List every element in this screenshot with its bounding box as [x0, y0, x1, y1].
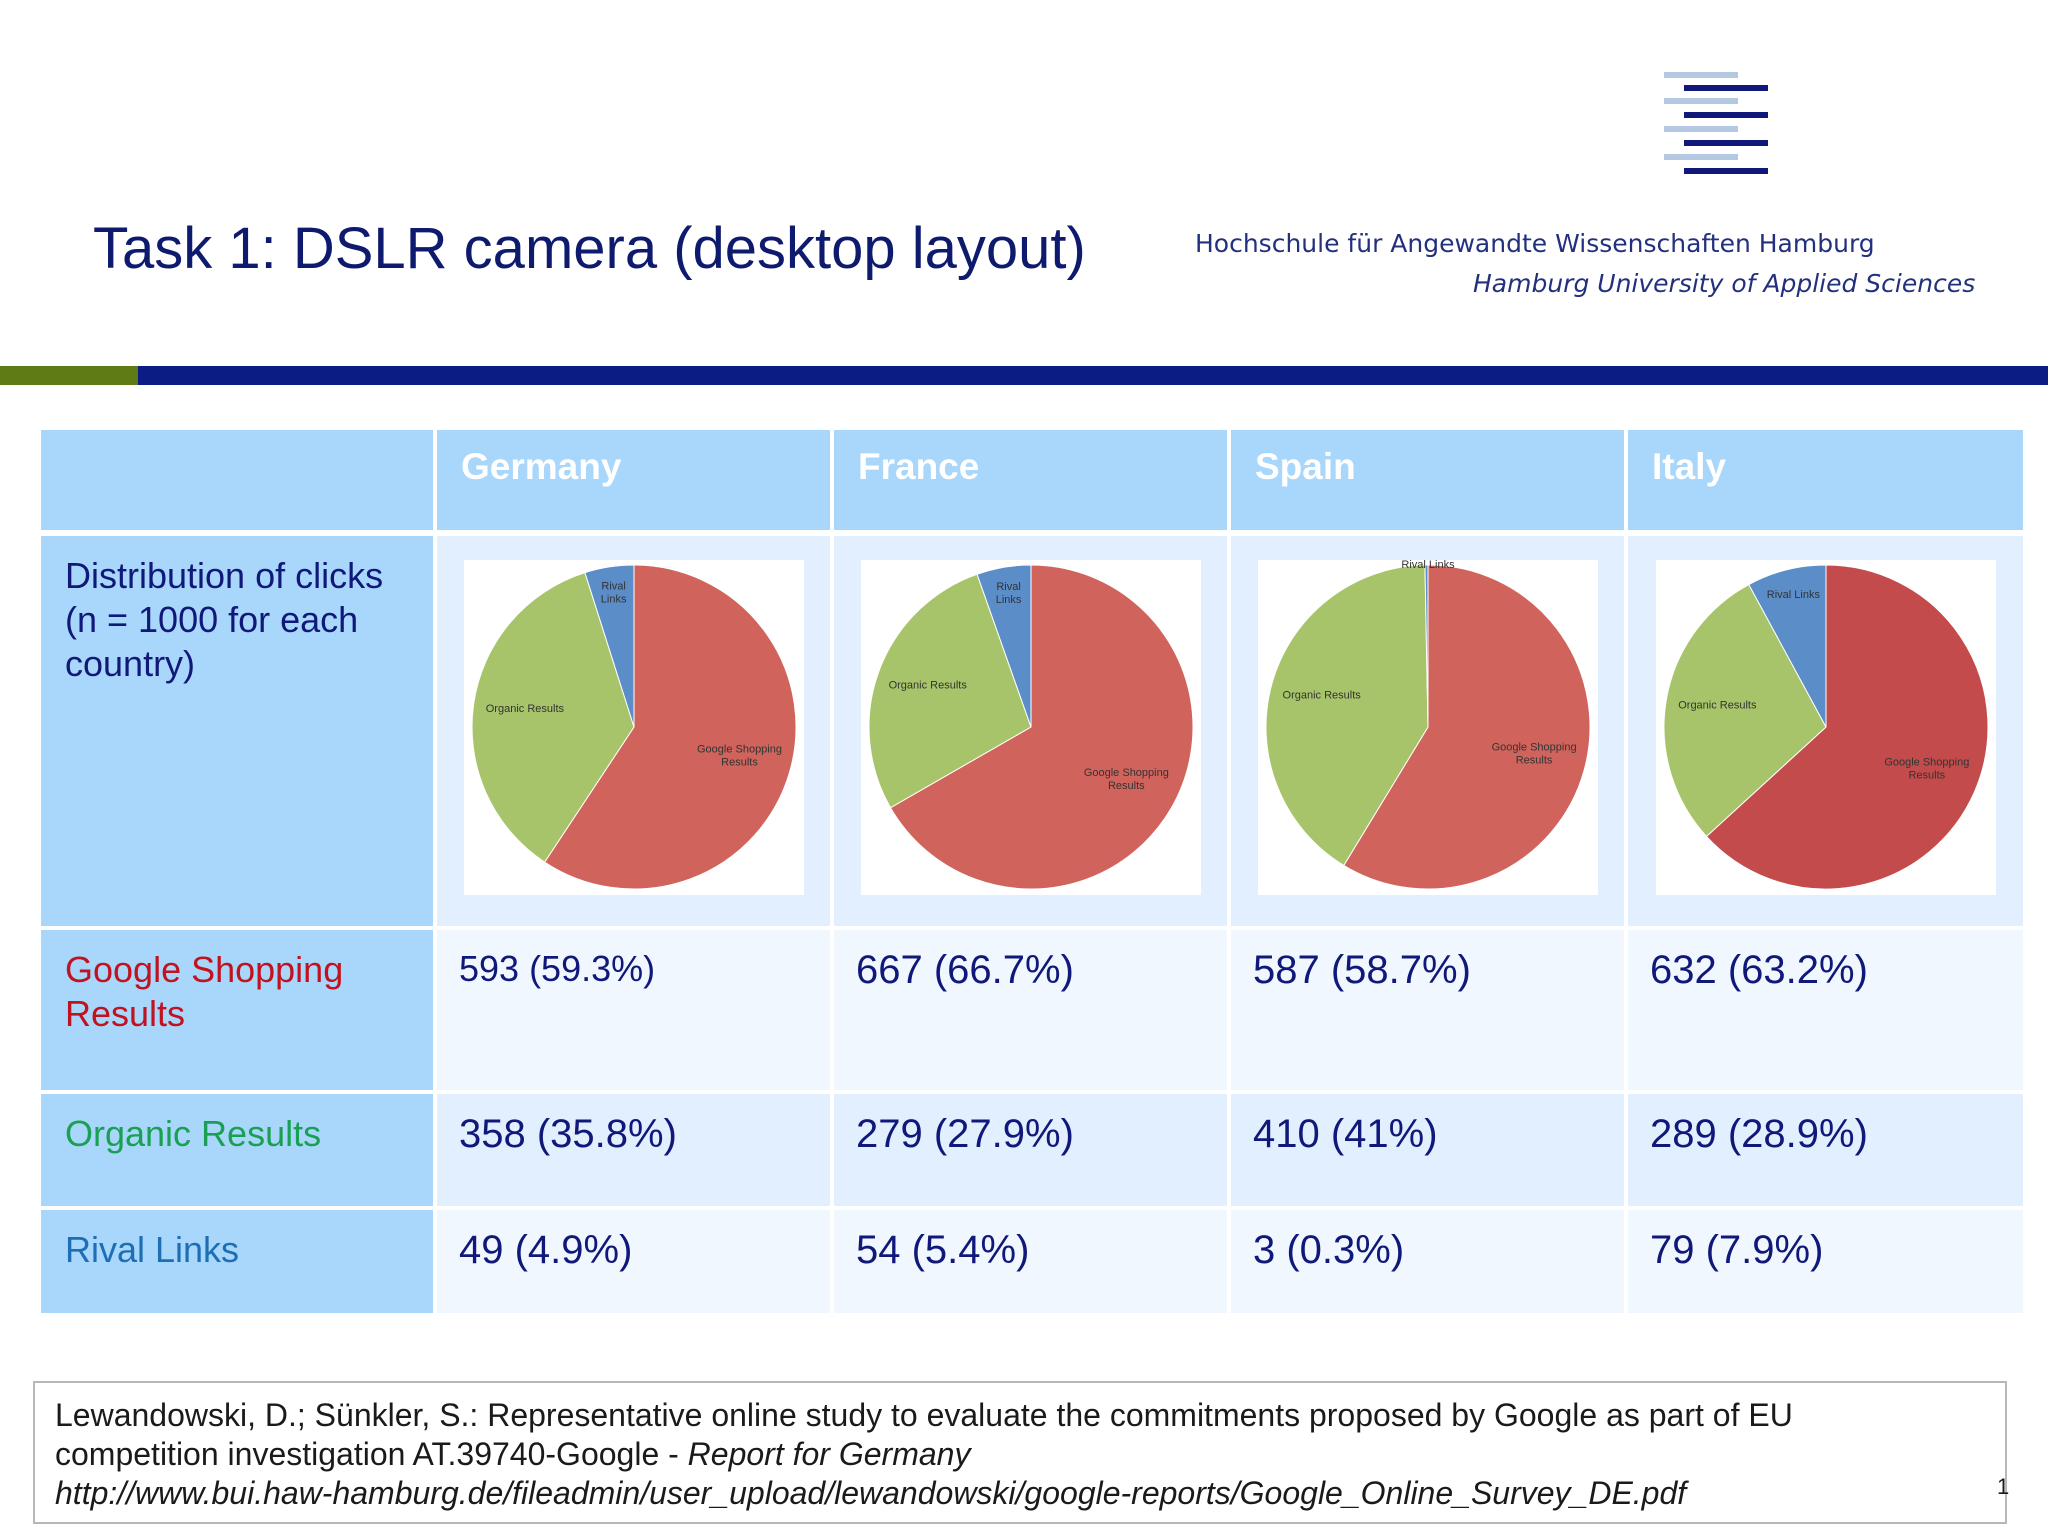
pie-chart-france: Google Shopping Results Organic Results Riv… — [868, 564, 1193, 890]
citation-line-1: Lewandowski, D.; Sünkler, S.: Representa… — [55, 1397, 1793, 1433]
pie-chart-italy: Google Shopping Results Organic Results Riv… — [1663, 564, 1988, 890]
organic-italy: 289 (28.9%) — [1628, 1094, 2023, 1206]
pie-chart-germany: Google Shopping Results Organic Results Riv… — [471, 564, 796, 890]
pie-slice-google-shopping-results — [543, 564, 796, 890]
header-rule-blue — [138, 366, 2048, 385]
pie-slice-organic-results — [471, 571, 635, 863]
pie-slice-rival-links — [1747, 564, 1826, 728]
pie-label-organic-results: Organic Results — [1678, 700, 1757, 712]
pie-slice-organic-results — [868, 573, 1032, 809]
pie-label-rival-links: Rival Links — [1766, 589, 1820, 601]
results-table: Germany France Spain Italy Distribution … — [41, 430, 2023, 1313]
pie-label-rival-links: Rival Links — [1401, 560, 1455, 571]
pie-slice-rival-links — [975, 564, 1031, 728]
row-label-distribution: Distribution of clicks (n = 1000 for eac… — [41, 536, 433, 926]
pie-slice-organic-results — [1265, 564, 1429, 867]
pie-label-google-shopping-results: Google Shopping Results — [1491, 742, 1576, 767]
pie-label-google-shopping-results: Google Shopping Results — [696, 744, 781, 769]
institution-name-english: Hamburg University of Applied Sciences — [1473, 269, 1976, 298]
rival-germany: 49 (4.9%) — [437, 1210, 830, 1313]
pie-slice-rival-links — [583, 564, 634, 728]
organic-germany: 358 (35.8%) — [437, 1094, 830, 1206]
pie-label-rival-links: Rival Links — [995, 581, 1021, 606]
col-header-france: France — [834, 430, 1227, 530]
col-header-spain: Spain — [1231, 430, 1624, 530]
pie-label-organic-results: Organic Results — [888, 680, 967, 692]
pie-chart-spain: Google Shopping Results Organic Results Riv… — [1265, 559, 1590, 890]
rival-spain: 3 (0.3%) — [1231, 1210, 1624, 1313]
google-shopping-france: 667 (66.7%) — [834, 930, 1227, 1090]
col-header-germany: Germany — [437, 430, 830, 530]
rival-france: 54 (5.4%) — [834, 1210, 1227, 1313]
google-shopping-italy: 632 (63.2%) — [1628, 930, 2023, 1090]
pie-cell-spain: Google Shopping Results Organic Results Riv… — [1231, 536, 1624, 926]
pie-cell-france: Google Shopping Results Organic Results Riv… — [834, 536, 1227, 926]
row-label-rival: Rival Links — [41, 1210, 433, 1313]
pie-slice-google-shopping-results — [1342, 564, 1590, 890]
col-header-italy: Italy — [1628, 430, 2023, 530]
google-shopping-germany: 593 (59.3%) — [437, 930, 830, 1090]
pie-cell-germany: Google Shopping Results Organic Results Riv… — [437, 536, 830, 926]
pie-slice-google-shopping-results — [889, 564, 1193, 890]
header-rule-green — [0, 366, 138, 385]
pie-cell-italy: Google Shopping Results Organic Results Riv… — [1628, 536, 2023, 926]
citation-box: Lewandowski, D.; Sünkler, S.: Representa… — [33, 1381, 2007, 1524]
organic-france: 279 (27.9%) — [834, 1094, 1227, 1206]
table-corner-cell — [41, 430, 433, 530]
university-logo — [1660, 70, 1772, 180]
pie-label-rival-links: Rival Links — [600, 581, 626, 606]
pie-label-google-shopping-results: Google Shopping Results — [1083, 767, 1168, 792]
pie-label-google-shopping-results: Google Shopping Results — [1884, 756, 1969, 781]
citation-url[interactable]: http://www.bui.haw-hamburg.de/fileadmin/… — [55, 1475, 1687, 1511]
citation-plain-text: competition investigation AT.39740-Googl… — [55, 1436, 688, 1472]
pie-label-organic-results: Organic Results — [1282, 689, 1361, 701]
row-label-google-shopping: Google Shopping Results — [41, 930, 433, 1090]
pie-slice-rival-links — [1423, 564, 1428, 728]
citation-line-2: competition investigation AT.39740-Googl… — [55, 1435, 1985, 1474]
row-label-organic: Organic Results — [41, 1094, 433, 1206]
pie-slice-organic-results — [1663, 583, 1827, 838]
rival-italy: 79 (7.9%) — [1628, 1210, 2023, 1313]
slide-title: Task 1: DSLR camera (desktop layout) — [93, 216, 1086, 281]
organic-spain: 410 (41%) — [1231, 1094, 1624, 1206]
citation-report-title: Report for Germany — [687, 1436, 971, 1472]
google-shopping-spain: 587 (58.7%) — [1231, 930, 1624, 1090]
pie-label-organic-results: Organic Results — [485, 703, 564, 715]
page-number: 1 — [1997, 1474, 2010, 1499]
pie-slice-google-shopping-results — [1705, 564, 1988, 890]
institution-name-german: Hochschule für Angewandte Wissenschaften… — [1195, 229, 1875, 258]
